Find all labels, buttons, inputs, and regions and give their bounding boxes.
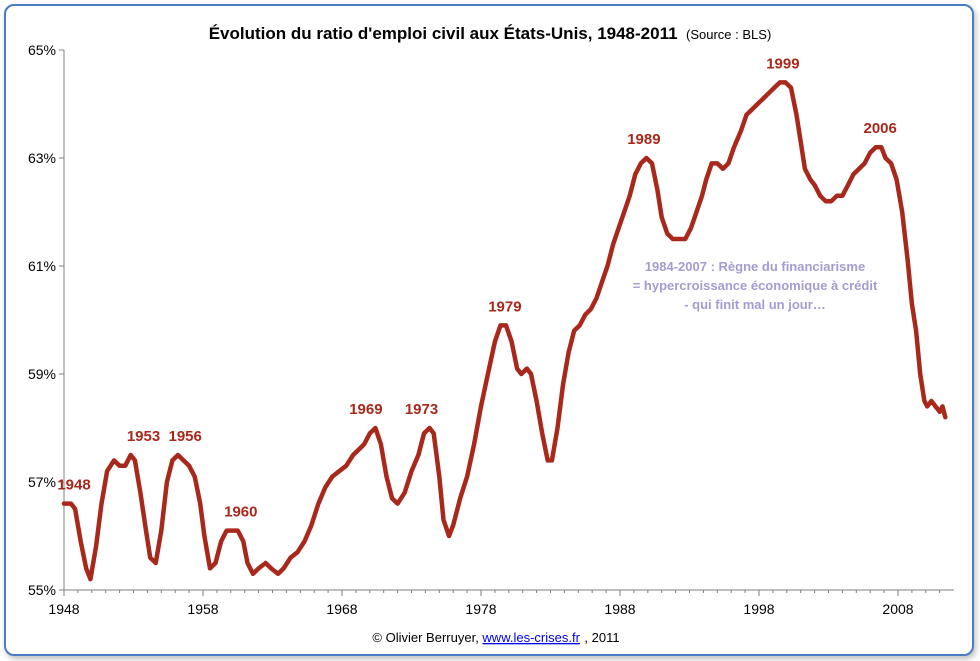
peak-labels: 1948 1953 1956 1960 1969 1973 1979 1989 1999 2006	[57, 55, 897, 520]
tick-labels: 55% 57% 59% 61% 63% 65% 1948 1958 1968 1978 1988 19…	[28, 42, 914, 617]
note-line: 1984-2007 : Règne du financiarisme	[645, 259, 865, 274]
credit-prefix: © Olivier Berruyer,	[372, 630, 482, 645]
y-tick-label: 59%	[28, 366, 56, 382]
peak-label-1948: 1948	[57, 477, 90, 494]
chart-title-source: (Source : BLS)	[686, 27, 771, 42]
series-path	[61, 80, 948, 582]
x-tick-label: 1988	[604, 601, 635, 617]
note-annotation: 1984-2007 : Règne du financiarisme = hype…	[633, 259, 878, 312]
peak-label-1969: 1969	[349, 401, 382, 418]
peak-label-1960: 1960	[224, 504, 257, 521]
peak-label-1973: 1973	[405, 401, 438, 418]
note-line: = hypercroissance économique à crédit	[633, 278, 878, 293]
x-tick-label: 1958	[187, 601, 218, 617]
x-tick-label: 1998	[743, 601, 774, 617]
series-line	[61, 80, 948, 582]
peak-label-1989: 1989	[627, 131, 660, 148]
note-line: - qui finit mal un jour…	[684, 297, 826, 312]
chart-title: Évolution du ratio d'emploi civil aux Ét…	[209, 24, 772, 43]
peak-label-2006: 2006	[864, 120, 897, 137]
peak-label-1999: 1999	[766, 55, 799, 72]
y-tick-label: 57%	[28, 474, 56, 490]
peak-label-1979: 1979	[488, 298, 521, 315]
y-tick-label: 61%	[28, 258, 56, 274]
chart-frame	[4, 4, 974, 656]
chart-title-main: Évolution du ratio d'emploi civil aux Ét…	[209, 24, 678, 43]
x-tick-label: 2008	[882, 601, 913, 617]
y-tick-label: 65%	[28, 42, 56, 58]
credit-link[interactable]: www.les-crises.fr	[481, 630, 580, 645]
y-tick-label: 63%	[28, 150, 56, 166]
y-tick-label: 55%	[28, 582, 56, 598]
axes	[59, 49, 954, 596]
credit-line: © Olivier Berruyer, www.les-crises.fr , …	[372, 629, 619, 646]
x-tick-label: 1968	[326, 601, 357, 617]
peak-label-1956: 1956	[169, 428, 202, 445]
x-tick-label: 1978	[465, 601, 496, 617]
credit-suffix: , 2011	[584, 630, 619, 645]
peak-label-1953: 1953	[127, 428, 160, 445]
x-tick-label: 1948	[48, 601, 79, 617]
